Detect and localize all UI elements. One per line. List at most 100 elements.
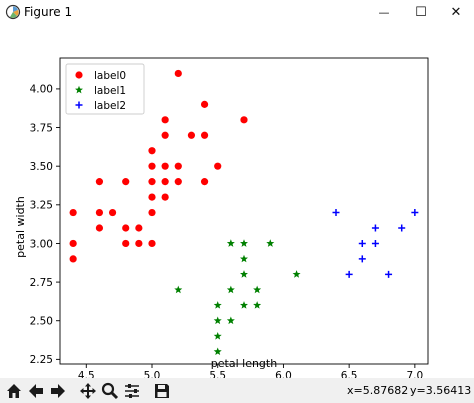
label1-point: [226, 316, 235, 325]
label1-point: [253, 301, 262, 309]
label0-point: [161, 131, 169, 139]
label0-point: [122, 178, 130, 186]
label2-point: [398, 224, 406, 232]
label0-point: [187, 131, 196, 139]
label0-point: [200, 178, 209, 186]
home-icon: [7, 384, 21, 398]
configure-subplots-button[interactable]: [122, 381, 142, 401]
configure-subplots-icon: [125, 384, 139, 398]
x-axis-label: petal length: [211, 357, 277, 370]
label0-point: [122, 224, 130, 232]
label1-point: [174, 285, 183, 294]
label2-point: [358, 255, 366, 263]
label0-point: [148, 239, 156, 248]
minimize-button[interactable]: —: [364, 0, 404, 24]
zoom-icon: [101, 382, 119, 400]
label2-point: [358, 239, 366, 247]
label1-point: [213, 301, 222, 309]
x-tick-label: 5.0: [144, 370, 161, 378]
y-tick-label: 2.50: [30, 316, 53, 328]
label0-point: [148, 193, 156, 201]
legend-marker-label0: [75, 71, 83, 79]
title-bar: Figure 1 — ☐ ✕: [0, 0, 474, 24]
label1-point: [240, 239, 248, 247]
label0-point: [174, 162, 182, 170]
label1-point: [266, 239, 275, 247]
label1-point: [226, 239, 235, 247]
y-coordinate-readout: y=3.56413: [410, 384, 472, 397]
y-tick-label: 2.25: [30, 354, 53, 366]
close-button[interactable]: ✕: [436, 0, 474, 24]
y-tick-label: 3.25: [30, 200, 53, 212]
back-button[interactable]: [26, 381, 46, 401]
label0-point: [200, 100, 209, 108]
maximize-icon: ☐: [415, 4, 427, 20]
label0-point: [148, 147, 156, 155]
label1-point: [213, 331, 222, 340]
forward-arrow-icon: [51, 384, 65, 398]
window-title: Figure 1: [24, 5, 73, 19]
label1-point: [240, 254, 248, 263]
label0-point: [214, 162, 222, 170]
home-button[interactable]: [4, 381, 24, 401]
zoom-button[interactable]: [100, 381, 120, 401]
label0-point: [108, 208, 117, 217]
label0-point: [148, 162, 156, 170]
label0-point: [95, 224, 104, 232]
label1-point: [213, 347, 222, 356]
label1-point: [226, 285, 235, 294]
label1-point: [240, 301, 248, 309]
save-button[interactable]: [152, 381, 172, 401]
label0-point: [240, 116, 248, 124]
x-coordinate-readout: x=5.87682: [347, 384, 409, 397]
label0-point: [95, 208, 104, 217]
legend-label-label2: label2: [94, 100, 126, 112]
label2-point: [332, 209, 340, 217]
label0-point: [148, 208, 156, 217]
label0-point: [95, 178, 104, 186]
label0-point: [69, 208, 77, 217]
pan-icon: [80, 383, 96, 399]
label2-point: [371, 239, 379, 247]
x-tick-label: 6.0: [275, 370, 292, 378]
pan-button[interactable]: [78, 381, 98, 401]
scatter-chart: 4.5 5.0 5.5 6.0 6.5 7.0 2.25 2.50 2.75 3.00 3.25 3.…: [14, 57, 429, 382]
figure-canvas[interactable]: 4.5 5.0 5.5 6.0 6.5 7.0 2.25 2.50 2.75 3.00 3.25 3.…: [0, 24, 474, 382]
navigation-toolbar: x=5.87682 y=3.56413: [0, 378, 474, 403]
forward-button[interactable]: [48, 381, 68, 401]
x-tick-label: 5.5: [209, 370, 226, 378]
label2-point: [345, 270, 353, 278]
minimize-icon: —: [378, 5, 390, 19]
matplotlib-app-icon: [5, 4, 21, 20]
label0-point: [135, 224, 143, 232]
x-tick-label: 6.5: [341, 370, 358, 378]
legend-marker-label2: [75, 101, 83, 109]
label2-point: [385, 270, 393, 278]
label0-point: [161, 178, 169, 186]
label1-point: [253, 285, 262, 294]
y-axis-label: petal width: [14, 196, 27, 258]
label2-point: [411, 209, 419, 217]
label0-point: [200, 131, 209, 139]
label0-point: [69, 255, 77, 263]
y-tick-label: 3.00: [30, 238, 53, 250]
legend-label-label0: label0: [94, 70, 126, 82]
label1-point: [213, 316, 222, 325]
y-tick-label: 3.75: [30, 122, 53, 134]
legend-marker-label1: [75, 85, 83, 94]
label0-point: [69, 239, 77, 248]
label1-point: [292, 270, 301, 278]
x-tick-label: 4.5: [78, 370, 95, 378]
y-tick-label: 3.50: [30, 161, 53, 173]
label0-point: [174, 178, 182, 186]
label0-point: [174, 69, 182, 78]
legend-label-label1: label1: [94, 85, 126, 97]
label2-point: [371, 224, 379, 232]
y-tick-label: 2.75: [30, 277, 53, 289]
label0-point: [161, 162, 169, 170]
label0-point: [161, 193, 169, 201]
x-tick-label: 7.0: [407, 370, 424, 378]
maximize-button[interactable]: ☐: [401, 0, 441, 24]
close-icon: ✕: [450, 4, 462, 20]
